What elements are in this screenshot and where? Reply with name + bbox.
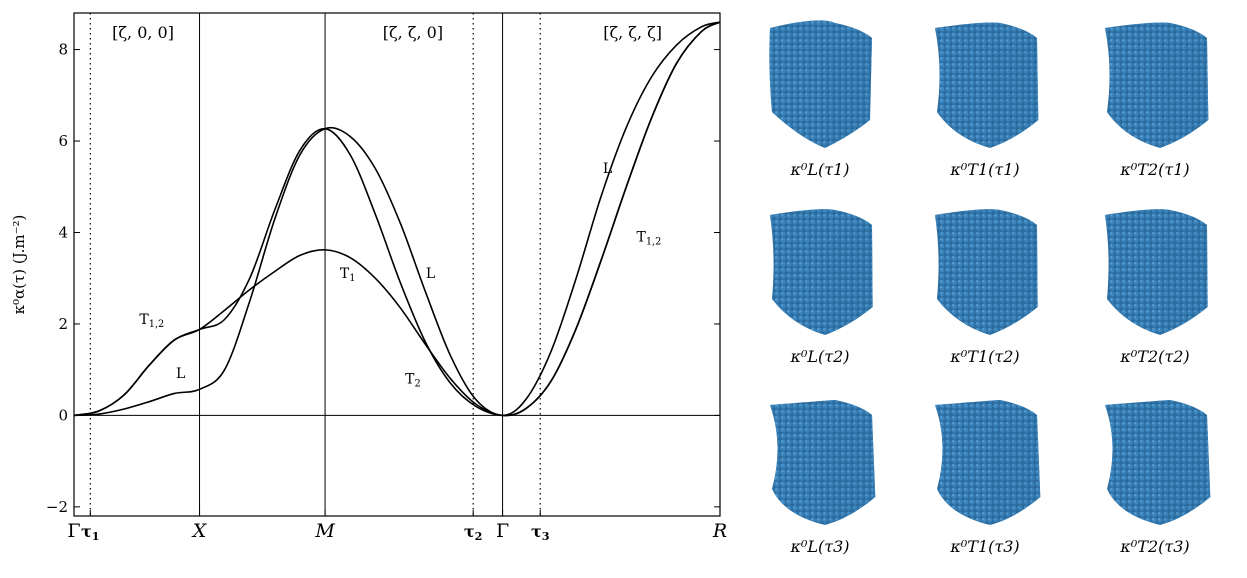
xtick-label-3: M: [314, 520, 335, 542]
ytick-label-3: 4: [58, 223, 68, 241]
xtick-label-6: τ3: [531, 522, 550, 543]
plot-frame: [73, 12, 721, 517]
cube-caption-7: κ⁰T1(τ3): [950, 537, 1020, 556]
xtick-label-7: R: [712, 520, 727, 542]
ytick-label-4: 6: [58, 132, 68, 150]
series-T1: [73, 21, 721, 417]
ytick-label-5: 8: [58, 41, 68, 59]
cube-1: [935, 22, 1039, 148]
cube-panel-3: κ⁰L(τ2): [750, 195, 890, 383]
cube-caption-8: κ⁰T2(τ3): [1120, 537, 1190, 556]
xtick-label-1: τ1: [81, 522, 100, 543]
xtick-label-2: X: [191, 520, 208, 542]
ytick-label-1: 0: [58, 406, 68, 424]
cube-5: [1105, 209, 1208, 335]
cube-8: [1105, 400, 1211, 525]
cube-caption-1: κ⁰T1(τ1): [950, 160, 1020, 179]
xtick-label-4: τ2: [464, 522, 483, 543]
series-L: [73, 21, 721, 417]
curve-label-2: T1: [340, 266, 356, 284]
cube-panel-7: κ⁰T1(τ3): [915, 385, 1055, 573]
cube-panel-1: κ⁰T1(τ1): [915, 8, 1055, 196]
segment-label-1: [ζ, ζ, 0]: [383, 23, 443, 42]
curve-label-6: T1,2: [636, 230, 661, 248]
cube-panel-5: κ⁰T2(τ2): [1085, 195, 1225, 383]
cube-0: [769, 20, 872, 149]
cube-4: [935, 209, 1038, 335]
cube-caption-0: κ⁰L(τ1): [790, 160, 850, 179]
cube-caption-3: κ⁰L(τ2): [790, 347, 850, 366]
cube-panel-6: κ⁰L(τ3): [750, 385, 890, 573]
curve-label-0: T1,2: [139, 312, 164, 330]
curve-label-4: T2: [405, 371, 421, 389]
cube-caption-6: κ⁰L(τ3): [790, 537, 850, 556]
cube-caption-5: κ⁰T2(τ2): [1120, 347, 1190, 366]
segment-label-2: [ζ, ζ, ζ]: [603, 23, 662, 42]
curve-label-5: L: [603, 161, 612, 177]
cube-2: [1105, 22, 1209, 148]
cube-7: [935, 400, 1041, 525]
cube-caption-4: κ⁰T1(τ2): [950, 347, 1020, 366]
ytick-label-0: −2: [46, 498, 68, 516]
curve-label-1: L: [176, 366, 185, 382]
cube-caption-2: κ⁰T2(τ1): [1120, 160, 1190, 179]
y-axis-label: κ⁰α(τ) (J.m⁻²): [10, 215, 28, 315]
xtick-label-0: Γ: [67, 520, 80, 542]
segment-label-0: [ζ, 0, 0]: [112, 23, 174, 42]
cube-panel-4: κ⁰T1(τ2): [915, 195, 1055, 383]
ytick-label-2: 2: [58, 315, 68, 333]
cube-panel-0: κ⁰L(τ1): [750, 8, 890, 196]
cube-panel-8: κ⁰T2(τ3): [1085, 385, 1225, 573]
cube-6: [770, 400, 876, 525]
curve-label-3: L: [426, 266, 435, 282]
cube-3: [770, 209, 873, 335]
xtick-label-5: Γ: [496, 520, 509, 542]
series-T2: [73, 21, 721, 417]
cube-panel-2: κ⁰T2(τ1): [1085, 8, 1225, 196]
